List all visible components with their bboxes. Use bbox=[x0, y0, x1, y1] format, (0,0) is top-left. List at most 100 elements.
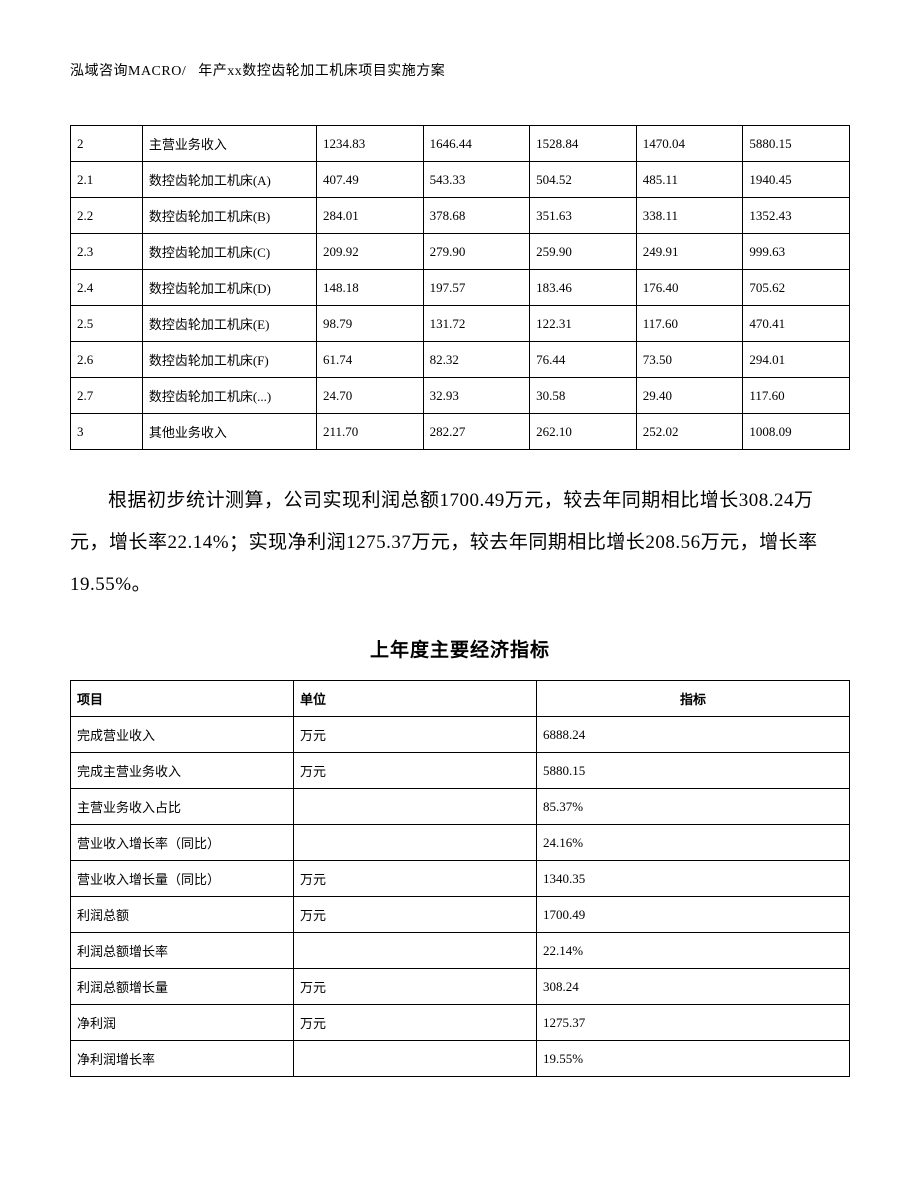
cell: 1470.04 bbox=[636, 126, 743, 162]
table-row: 2.4 数控齿轮加工机床(D) 148.18 197.57 183.46 176… bbox=[71, 270, 850, 306]
cell: 98.79 bbox=[316, 306, 423, 342]
cell: 完成营业收入 bbox=[71, 717, 294, 753]
col-header: 单位 bbox=[294, 681, 537, 717]
cell: 1008.09 bbox=[743, 414, 850, 450]
table-row: 2.3 数控齿轮加工机床(C) 209.92 279.90 259.90 249… bbox=[71, 234, 850, 270]
cell: 543.33 bbox=[423, 162, 530, 198]
cell: 504.52 bbox=[530, 162, 637, 198]
cell: 数控齿轮加工机床(B) bbox=[142, 198, 316, 234]
cell: 294.01 bbox=[743, 342, 850, 378]
cell: 82.32 bbox=[423, 342, 530, 378]
cell: 营业收入增长量（同比） bbox=[71, 861, 294, 897]
cell: 282.27 bbox=[423, 414, 530, 450]
cell: 净利润 bbox=[71, 1005, 294, 1041]
header-right: 年产xx数控齿轮加工机床项目实施方案 bbox=[198, 64, 445, 79]
cell: 1700.49 bbox=[537, 897, 850, 933]
cell: 252.02 bbox=[636, 414, 743, 450]
summary-paragraph: 根据初步统计测算，公司实现利润总额1700.49万元，较去年同期相比增长308.… bbox=[70, 480, 850, 605]
cell: 131.72 bbox=[423, 306, 530, 342]
cell: 2.5 bbox=[71, 306, 143, 342]
cell: 主营业务收入 bbox=[142, 126, 316, 162]
cell: 1352.43 bbox=[743, 198, 850, 234]
table-row: 2.7 数控齿轮加工机床(...) 24.70 32.93 30.58 29.4… bbox=[71, 378, 850, 414]
cell: 29.40 bbox=[636, 378, 743, 414]
cell: 主营业务收入占比 bbox=[71, 789, 294, 825]
table2-body: 完成营业收入 万元 6888.24 完成主营业务收入 万元 5880.15 主营… bbox=[71, 717, 850, 1077]
cell bbox=[294, 825, 537, 861]
cell: 完成主营业务收入 bbox=[71, 753, 294, 789]
document-page: 泓域咨询MACRO/ 年产xx数控齿轮加工机床项目实施方案 2 主营业务收入 1… bbox=[0, 0, 920, 1191]
cell: 利润总额 bbox=[71, 897, 294, 933]
cell: 122.31 bbox=[530, 306, 637, 342]
table-header-row: 项目 单位 指标 bbox=[71, 681, 850, 717]
cell: 万元 bbox=[294, 897, 537, 933]
table-row: 利润总额增长量 万元 308.24 bbox=[71, 969, 850, 1005]
cell: 407.49 bbox=[316, 162, 423, 198]
cell: 30.58 bbox=[530, 378, 637, 414]
table-row: 完成营业收入 万元 6888.24 bbox=[71, 717, 850, 753]
cell: 万元 bbox=[294, 1005, 537, 1041]
table-row: 净利润增长率 19.55% bbox=[71, 1041, 850, 1077]
table-row: 利润总额增长率 22.14% bbox=[71, 933, 850, 969]
cell: 197.57 bbox=[423, 270, 530, 306]
cell: 262.10 bbox=[530, 414, 637, 450]
cell: 1275.37 bbox=[537, 1005, 850, 1041]
cell: 117.60 bbox=[636, 306, 743, 342]
cell: 999.63 bbox=[743, 234, 850, 270]
table-row: 净利润 万元 1275.37 bbox=[71, 1005, 850, 1041]
table-row: 2 主营业务收入 1234.83 1646.44 1528.84 1470.04… bbox=[71, 126, 850, 162]
cell: 2.2 bbox=[71, 198, 143, 234]
table-row: 营业收入增长量（同比） 万元 1340.35 bbox=[71, 861, 850, 897]
cell: 176.40 bbox=[636, 270, 743, 306]
header-left: 泓域咨询MACRO/ bbox=[70, 64, 186, 79]
cell: 2.4 bbox=[71, 270, 143, 306]
cell: 6888.24 bbox=[537, 717, 850, 753]
cell: 2.3 bbox=[71, 234, 143, 270]
cell bbox=[294, 933, 537, 969]
cell: 259.90 bbox=[530, 234, 637, 270]
cell: 2.7 bbox=[71, 378, 143, 414]
cell: 351.63 bbox=[530, 198, 637, 234]
col-header: 指标 bbox=[537, 681, 850, 717]
table-row: 利润总额 万元 1700.49 bbox=[71, 897, 850, 933]
cell: 2.1 bbox=[71, 162, 143, 198]
cell: 万元 bbox=[294, 861, 537, 897]
cell: 705.62 bbox=[743, 270, 850, 306]
cell: 22.14% bbox=[537, 933, 850, 969]
table-row: 完成主营业务收入 万元 5880.15 bbox=[71, 753, 850, 789]
cell: 1234.83 bbox=[316, 126, 423, 162]
cell: 279.90 bbox=[423, 234, 530, 270]
table2-head: 项目 单位 指标 bbox=[71, 681, 850, 717]
cell: 万元 bbox=[294, 717, 537, 753]
cell: 19.55% bbox=[537, 1041, 850, 1077]
cell: 470.41 bbox=[743, 306, 850, 342]
table1-body: 2 主营业务收入 1234.83 1646.44 1528.84 1470.04… bbox=[71, 126, 850, 450]
cell: 净利润增长率 bbox=[71, 1041, 294, 1077]
cell: 万元 bbox=[294, 969, 537, 1005]
cell: 1340.35 bbox=[537, 861, 850, 897]
cell: 24.16% bbox=[537, 825, 850, 861]
cell: 数控齿轮加工机床(E) bbox=[142, 306, 316, 342]
cell: 117.60 bbox=[743, 378, 850, 414]
table-row: 主营业务收入占比 85.37% bbox=[71, 789, 850, 825]
cell bbox=[294, 789, 537, 825]
cell: 5880.15 bbox=[537, 753, 850, 789]
cell: 利润总额增长量 bbox=[71, 969, 294, 1005]
cell: 73.50 bbox=[636, 342, 743, 378]
table-row: 营业收入增长率（同比） 24.16% bbox=[71, 825, 850, 861]
cell: 76.44 bbox=[530, 342, 637, 378]
cell: 利润总额增长率 bbox=[71, 933, 294, 969]
cell: 183.46 bbox=[530, 270, 637, 306]
section-title: 上年度主要经济指标 bbox=[70, 635, 850, 662]
cell: 营业收入增长率（同比） bbox=[71, 825, 294, 861]
cell: 378.68 bbox=[423, 198, 530, 234]
cell: 249.91 bbox=[636, 234, 743, 270]
cell: 1528.84 bbox=[530, 126, 637, 162]
cell: 数控齿轮加工机床(C) bbox=[142, 234, 316, 270]
cell: 数控齿轮加工机床(...) bbox=[142, 378, 316, 414]
cell: 24.70 bbox=[316, 378, 423, 414]
economic-indicators-table: 项目 单位 指标 完成营业收入 万元 6888.24 完成主营业务收入 万元 5… bbox=[70, 680, 850, 1077]
cell: 5880.15 bbox=[743, 126, 850, 162]
cell: 万元 bbox=[294, 753, 537, 789]
table-row: 2.2 数控齿轮加工机床(B) 284.01 378.68 351.63 338… bbox=[71, 198, 850, 234]
